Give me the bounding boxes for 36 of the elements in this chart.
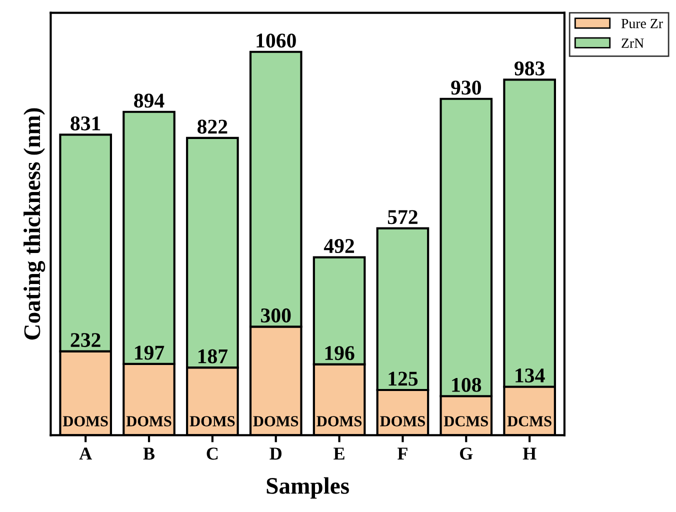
data-label: 108 <box>452 378 482 392</box>
x-tick-label: H <box>522 448 536 460</box>
annotation: DOMS <box>126 416 172 426</box>
data-label: 300 <box>261 308 291 322</box>
annotation: DOMS <box>316 416 362 426</box>
annotation: DOMS <box>190 416 235 426</box>
x-tick-label: E <box>334 448 344 460</box>
data-label: 134 <box>516 368 545 383</box>
annotation: DCMS <box>507 416 552 426</box>
data-label: 196 <box>325 346 354 360</box>
annotation: DCMS <box>444 416 488 426</box>
legend-label: ZrN <box>622 38 644 48</box>
total-label: 492 <box>324 239 354 254</box>
annotation: DOMS <box>380 416 425 426</box>
x-tick-label: F <box>398 448 408 460</box>
annotation: DOMS <box>253 416 298 426</box>
total-label: 894 <box>134 94 164 108</box>
x-axis-title: Samples <box>266 477 349 499</box>
x-tick-label: D <box>270 448 282 460</box>
x-tick-label: A <box>79 448 92 460</box>
total-label: 572 <box>388 210 418 224</box>
legend-label: Pure Zr <box>621 18 663 28</box>
data-label: 125 <box>388 372 418 386</box>
x-tick-label: B <box>143 448 155 460</box>
data-label: 197 <box>135 346 164 360</box>
total-label: 822 <box>198 120 228 134</box>
annotation: DOMS <box>62 416 108 426</box>
total-label: 930 <box>451 80 481 95</box>
total-label: 831 <box>70 116 100 130</box>
data-label: 232 <box>70 333 100 348</box>
x-tick-label: G <box>460 448 473 460</box>
total-label: 983 <box>514 61 544 76</box>
data-label: 187 <box>198 349 228 364</box>
total-label: 1060 <box>256 34 296 48</box>
y-axis-title: Coating thickness (nm) <box>24 108 46 340</box>
x-tick-label: C <box>206 448 218 460</box>
